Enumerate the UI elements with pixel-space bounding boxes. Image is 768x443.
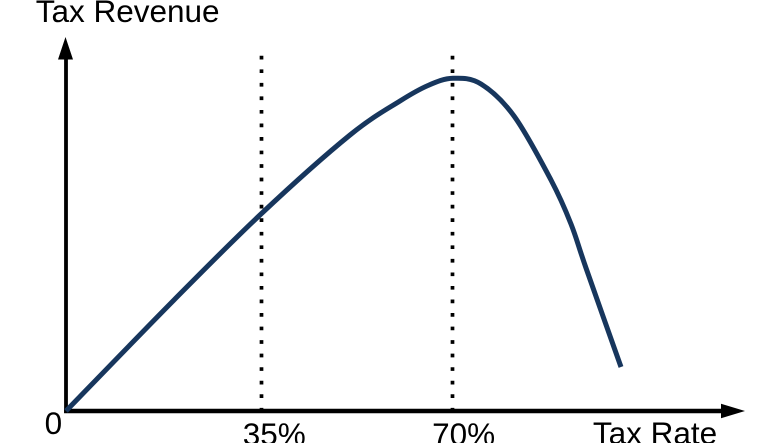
svg-text:Tax Rate: Tax Rate bbox=[593, 415, 717, 443]
svg-text:70%: 70% bbox=[432, 416, 495, 443]
svg-text:35%: 35% bbox=[243, 416, 306, 443]
svg-text:Tax Revenue: Tax Revenue bbox=[36, 0, 220, 29]
svg-text:0: 0 bbox=[45, 405, 63, 441]
